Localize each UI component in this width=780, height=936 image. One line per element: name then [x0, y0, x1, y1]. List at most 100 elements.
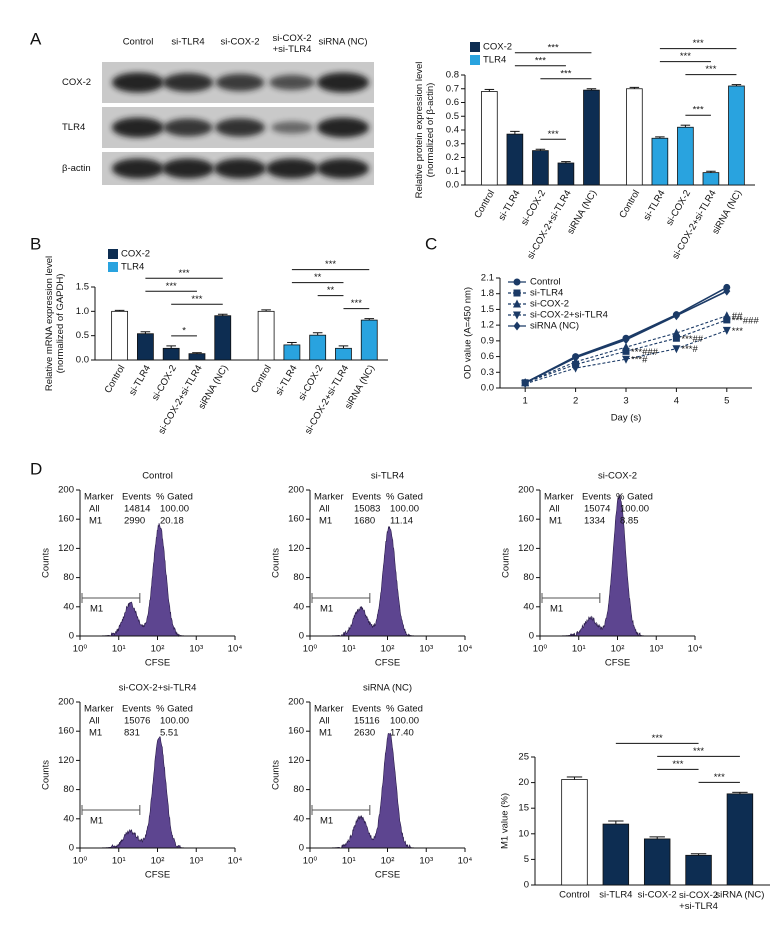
x-axis-label: Day (s) — [611, 413, 642, 424]
table-cell: All — [319, 716, 330, 727]
x-tick-label: 10² — [381, 856, 395, 867]
blot-band — [317, 117, 369, 138]
point — [622, 335, 630, 345]
point — [722, 326, 731, 335]
y-tick-label: 200 — [58, 485, 74, 496]
point — [571, 364, 580, 373]
blot-band — [215, 118, 265, 137]
bar — [162, 347, 180, 361]
bar — [335, 347, 352, 361]
table-cell: 14814 — [124, 504, 150, 515]
x-tick-label: 10³ — [649, 644, 663, 655]
blot-column-label: Control — [123, 37, 154, 48]
legend-marker — [513, 299, 521, 308]
y-tick-label: 0.5 — [76, 330, 89, 341]
bar — [506, 133, 524, 186]
y-tick-label: 0.1 — [446, 166, 459, 177]
plot-title: siRNA (NC) — [363, 683, 412, 694]
y-tick-label: 0.0 — [446, 180, 459, 191]
y-tick-label: 40 — [293, 813, 304, 824]
y-tick-label: 80 — [63, 572, 74, 583]
table-cell: 100.00 — [160, 504, 189, 515]
significance-label: *** — [652, 733, 663, 744]
x-tick-label: 10² — [151, 644, 165, 655]
y-tick-label: 160 — [58, 514, 74, 525]
table-cell: All — [319, 504, 330, 515]
x-axis-label: CFSE — [145, 658, 170, 669]
y-tick-label: 0.7 — [446, 83, 459, 94]
table-header: Events — [122, 492, 151, 503]
y-tick-label: 0.6 — [481, 351, 494, 362]
bar — [702, 172, 720, 186]
bar — [137, 333, 154, 361]
y-axis-label: Counts — [271, 548, 282, 578]
legend-label: COX-2 — [483, 42, 512, 53]
x-tick-label: 10⁰ — [303, 856, 318, 867]
table-cell: 1680 — [354, 516, 375, 527]
table-cell: 15083 — [354, 504, 380, 515]
table-header: Marker — [314, 492, 344, 503]
x-tick-label: 5 — [724, 396, 729, 407]
y-tick-label: 0.2 — [446, 152, 459, 163]
y-tick-label: 0 — [524, 880, 529, 891]
point — [672, 345, 681, 354]
y-tick-label: 80 — [293, 572, 304, 583]
table-cell: 11.14 — [390, 516, 413, 527]
table-header: Events — [352, 492, 381, 503]
blot-column-label: si-COX-2 — [220, 37, 259, 48]
table-cell: All — [549, 504, 560, 515]
table-header: % Gated — [156, 492, 193, 503]
y-tick-label: 25 — [518, 752, 529, 763]
blot-band — [112, 117, 164, 138]
significance-label: *** — [179, 268, 190, 279]
blot-band — [269, 74, 315, 91]
table-header: Events — [122, 704, 151, 715]
blot-row-label: β-actin — [62, 163, 91, 174]
x-tick-label: 10¹ — [112, 644, 126, 655]
legend-swatch — [108, 262, 118, 272]
table-cell: 1334 — [584, 516, 605, 527]
bar — [111, 310, 129, 361]
y-tick-label: 120 — [288, 543, 304, 554]
significance-label: *** — [166, 281, 177, 292]
y-tick-label: 0 — [69, 631, 74, 642]
legend-label: si-COX-2 — [530, 299, 569, 310]
bar — [626, 88, 643, 186]
bar — [309, 334, 327, 361]
point — [521, 378, 529, 388]
y-tick-label: 0 — [299, 843, 304, 854]
significance-label: *** — [714, 772, 725, 783]
y-tick-label: 1.2 — [481, 320, 494, 331]
legend-marker — [513, 321, 521, 331]
significance-label: *** — [693, 38, 704, 49]
bar — [561, 779, 588, 886]
bar — [643, 838, 671, 886]
y-tick-label: 160 — [518, 514, 534, 525]
y-tick-label: 160 — [288, 514, 304, 525]
plot-title: si-TLR4 — [371, 471, 404, 482]
plot-title: Control — [142, 471, 173, 482]
bar — [685, 854, 712, 886]
blot-column-label: si-COX-2 +si-TLR4 — [272, 33, 311, 55]
point — [672, 311, 680, 321]
x-tick-label: 10⁰ — [303, 644, 318, 655]
y-tick-label: 20 — [518, 777, 529, 788]
point — [622, 342, 630, 351]
significance-label: ** — [314, 272, 322, 283]
table-header: % Gated — [386, 492, 423, 503]
y-tick-label: 0.3 — [481, 367, 494, 378]
table-header: Marker — [84, 492, 114, 503]
point — [622, 347, 630, 355]
x-tick-label: 3 — [623, 396, 628, 407]
bar — [214, 315, 232, 361]
table-header: Events — [352, 704, 381, 715]
y-tick-label: 0.4 — [446, 125, 459, 136]
x-tick-label: 10³ — [189, 644, 203, 655]
bar — [283, 344, 301, 361]
significance-label: *** — [535, 55, 546, 66]
panel-label: B — [30, 234, 41, 253]
gate-marker — [311, 593, 371, 604]
significance-label: *** — [672, 759, 683, 770]
table-cell: 17.40 — [390, 728, 414, 739]
y-tick-label: 120 — [58, 755, 74, 766]
